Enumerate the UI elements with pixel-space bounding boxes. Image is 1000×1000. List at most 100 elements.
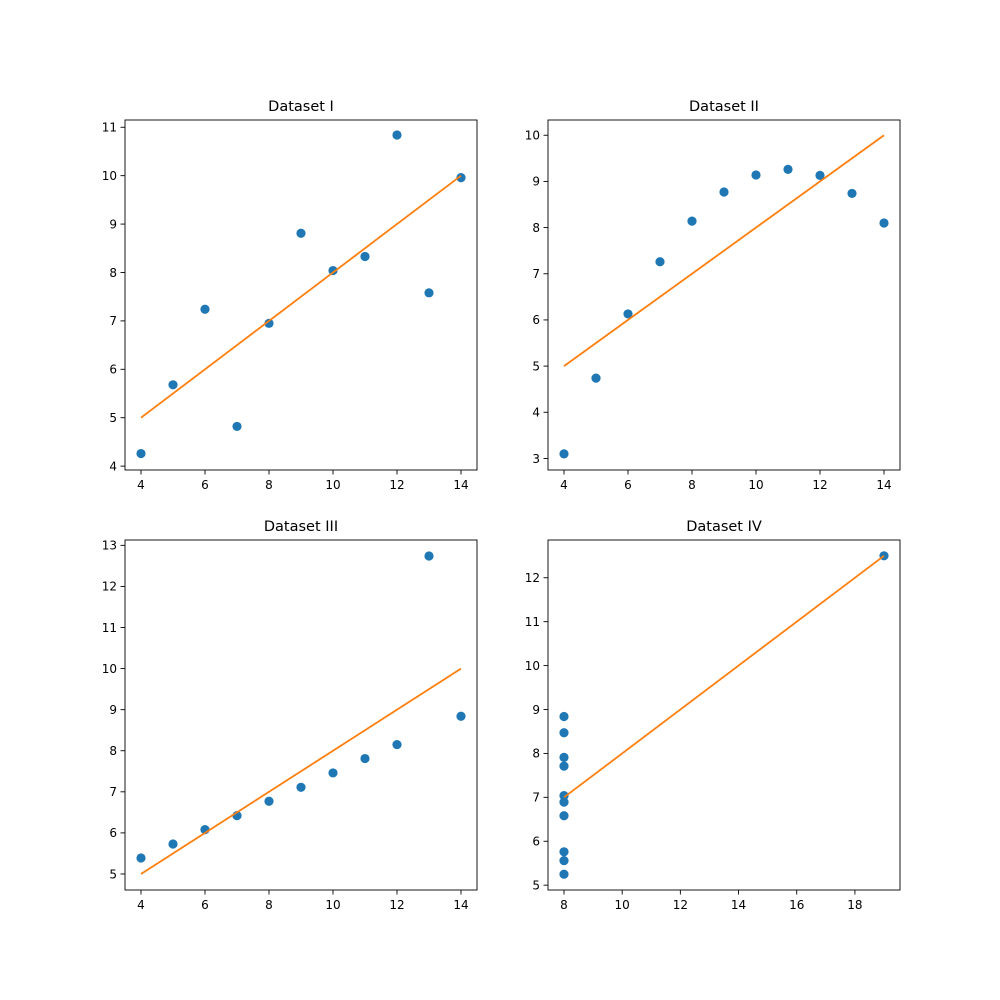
subplot-2: Dataset II 4 6 8 10 12 14 3 4 5 6 7 8 9 10 (525, 99, 901, 492)
data-point (296, 782, 306, 792)
x-tick-label: 10 (615, 898, 630, 912)
y-tick-label: 6 (109, 363, 117, 377)
data-point (392, 130, 402, 140)
y-tick-label: 13 (102, 539, 117, 553)
x-tick-label: 10 (748, 478, 763, 492)
plot-area (548, 540, 900, 890)
data-point (328, 768, 338, 778)
regression-line (140, 667, 462, 875)
data-point (232, 421, 242, 432)
x-tick-label: 6 (624, 478, 632, 492)
data-point (136, 448, 146, 459)
data-point (623, 309, 633, 319)
data-point (424, 288, 434, 298)
regression-line (140, 174, 462, 419)
data-point (264, 318, 274, 328)
data-point (783, 164, 793, 175)
plot-area (125, 540, 477, 890)
y-tick-label: 7 (532, 791, 540, 805)
x-tick-label: 18 (847, 898, 862, 912)
data-point (751, 170, 761, 180)
x-tick-label: 10 (325, 898, 340, 912)
data-point (360, 251, 370, 262)
plot-frame (124, 119, 478, 471)
subplot-title: Dataset II (689, 99, 759, 115)
data-point (456, 711, 466, 721)
plot-frame (124, 539, 478, 891)
y-tick-label: 7 (532, 267, 540, 281)
y-tick-label: 6 (532, 313, 540, 327)
regression-line (563, 134, 885, 367)
data-point (559, 797, 569, 807)
data-point (424, 551, 434, 561)
x-tick-label: 4 (137, 898, 145, 912)
data-point (815, 170, 825, 181)
y-tick-label: 8 (109, 266, 117, 280)
y-tick-label: 8 (109, 744, 117, 758)
x-tick-label: 6 (201, 898, 209, 912)
data-point (168, 380, 178, 390)
data-point (847, 188, 857, 199)
y-tick-label: 9 (532, 703, 540, 717)
y-tick-label: 4 (109, 459, 117, 473)
data-point (559, 869, 569, 879)
data-point (559, 855, 569, 866)
y-tick-label: 6 (109, 826, 117, 840)
subplot-3: Dataset III 4 6 8 10 12 14 5 6 7 8 9 10 11 12 13 (102, 519, 478, 912)
y-tick-label: 12 (102, 580, 117, 594)
x-tick-label: 4 (137, 478, 145, 492)
data-point (328, 265, 338, 276)
y-tick-label: 5 (532, 359, 540, 373)
subplot-4: Dataset IV 8 10 12 14 16 18 5 6 7 8 9 10 11 12 (525, 519, 901, 912)
y-tick-label: 3 (532, 452, 540, 466)
data-point (559, 752, 569, 762)
x-tick-label: 8 (560, 898, 568, 912)
data-point (264, 796, 274, 806)
data-point (687, 216, 697, 226)
y-tick-label: 5 (532, 878, 540, 892)
y-tick-label: 5 (109, 867, 117, 881)
data-point (392, 739, 402, 750)
subplot-title: Dataset III (264, 519, 338, 535)
plot-frame (547, 539, 901, 891)
y-tick-label: 10 (525, 129, 540, 143)
data-point (559, 761, 569, 771)
y-tick-label: 7 (109, 314, 117, 328)
data-point (559, 847, 569, 857)
y-tick-label: 8 (532, 747, 540, 761)
x-tick-label: 10 (325, 478, 340, 492)
plot-area (548, 120, 900, 470)
data-point (168, 839, 178, 849)
x-tick-label: 14 (453, 478, 468, 492)
y-tick-label: 9 (109, 703, 117, 717)
data-point (456, 173, 466, 183)
x-tick-label: 8 (265, 478, 273, 492)
regression-line (563, 555, 885, 799)
y-tick-label: 11 (102, 621, 117, 635)
y-tick-label: 10 (102, 662, 117, 676)
y-tick-label: 7 (109, 785, 117, 799)
x-tick-label: 14 (876, 478, 891, 492)
x-tick-label: 16 (789, 898, 804, 912)
data-point (559, 790, 569, 801)
data-point (559, 728, 569, 738)
y-tick-label: 9 (109, 217, 117, 231)
x-tick-label: 12 (389, 898, 404, 912)
data-point (559, 711, 569, 722)
subplot-title: Dataset IV (686, 519, 762, 535)
subplot-1: Dataset I 4 6 8 10 12 14 4 5 6 7 8 9 10 11 (102, 99, 478, 492)
data-point (879, 218, 889, 228)
y-tick-label: 9 (532, 175, 540, 189)
y-tick-label: 6 (532, 835, 540, 849)
data-point (591, 373, 601, 383)
data-point (559, 811, 569, 821)
y-tick-label: 11 (102, 121, 117, 135)
x-tick-label: 8 (688, 478, 696, 492)
x-tick-label: 14 (453, 898, 468, 912)
data-point (559, 449, 569, 459)
plot-frame (547, 119, 901, 471)
y-tick-label: 11 (525, 615, 540, 629)
x-tick-label: 12 (389, 478, 404, 492)
y-tick-label: 8 (532, 221, 540, 235)
y-tick-label: 4 (532, 406, 540, 420)
